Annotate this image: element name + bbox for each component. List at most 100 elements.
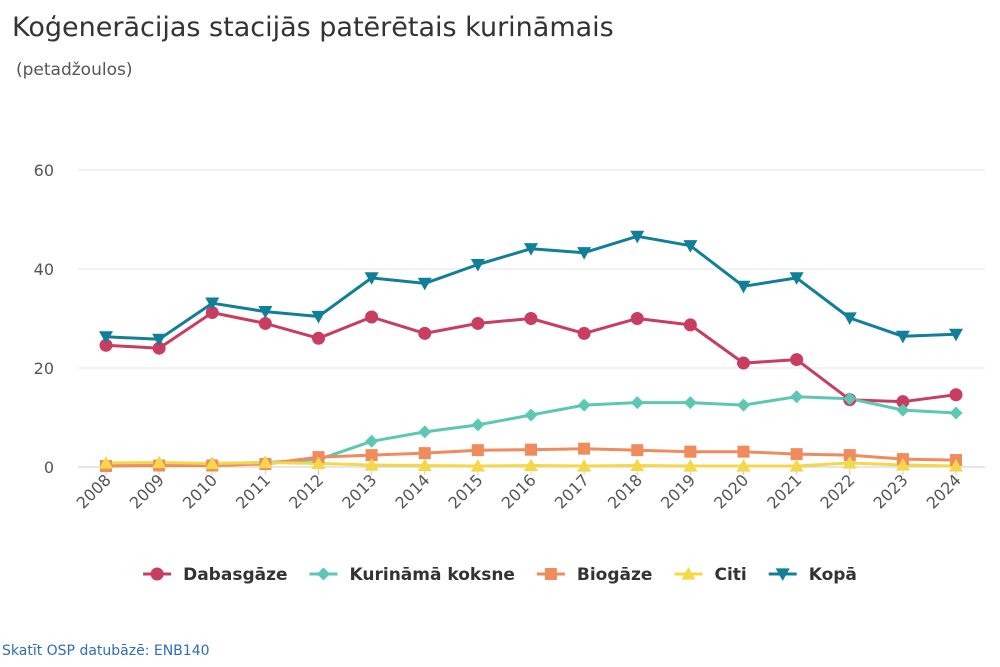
chart-title: Koģenerācijas stacijās patērētais kurinā… [12, 12, 614, 43]
legend-label: Citi [715, 565, 747, 585]
series-0-line [104, 311, 958, 404]
series-3-point [630, 458, 645, 472]
legend-label: Biogāze [577, 565, 653, 585]
series-2-point [418, 447, 431, 460]
x-tick-label: 2008 [73, 470, 115, 512]
series-4-point [789, 272, 804, 285]
x-tick-label: 2013 [338, 470, 380, 512]
x-tick-label: 2017 [551, 470, 593, 512]
series-4-point [949, 328, 963, 342]
series-3-point [99, 456, 113, 469]
gridlines [78, 169, 985, 369]
series-0-point [205, 306, 219, 320]
series-2-point [578, 442, 591, 455]
x-tick-label: 2010 [179, 470, 221, 512]
series-0-point [577, 326, 591, 340]
series-4-point [736, 280, 751, 294]
series-3-point [895, 458, 910, 471]
series-2-point [471, 444, 484, 457]
series-1-point [365, 434, 379, 448]
series-1-point [683, 396, 697, 410]
series-0-point [896, 395, 910, 409]
x-tick-label: 2020 [710, 470, 752, 512]
series-0-point [790, 353, 804, 367]
series-3-point [152, 455, 167, 469]
legend-label: Kopā [809, 565, 857, 585]
series-4-point [205, 297, 220, 311]
series-0-point [630, 312, 644, 325]
series-2-point [631, 444, 644, 457]
series-1-point [790, 390, 804, 404]
x-tick-label: 2019 [657, 470, 699, 512]
database-link[interactable]: Skatīt OSP datubāzē: ENB140 [2, 643, 210, 659]
x-tick-label: 2016 [498, 470, 540, 512]
series-0-point [152, 341, 166, 355]
legend-item[interactable]: Biogāze [536, 565, 653, 585]
legend-item[interactable]: Citi [674, 565, 747, 585]
legend-marker [317, 567, 330, 581]
series-3-point [577, 459, 592, 472]
series-1-point [471, 418, 485, 432]
series-0-point [312, 331, 325, 345]
x-tick-label: 2014 [391, 470, 433, 512]
series-3-point [205, 456, 220, 470]
series-3-point [364, 458, 379, 471]
series-1-point [630, 396, 644, 410]
series-1-point [949, 406, 963, 420]
series-4-point [630, 230, 645, 244]
y-tick-label: 0 [44, 458, 54, 477]
series-4-point [417, 277, 432, 291]
x-tick-label: 2012 [285, 470, 327, 512]
series-4-point [683, 240, 698, 253]
series-0-point [365, 310, 379, 324]
y-tick-label: 60 [34, 161, 54, 180]
legend-label: Kurināmā koksne [350, 565, 515, 585]
series-0-point [258, 316, 272, 330]
series-4-point [152, 333, 167, 347]
legend[interactable]: Dabasgāze Kurināmā koksne Biogāze Citi Kopā [143, 565, 857, 585]
series-2-point [365, 449, 378, 462]
series-3-point [683, 459, 698, 472]
series-2-point [684, 445, 697, 458]
chart-subtitle: (petadžoulos) [16, 60, 133, 80]
x-tick-label: 2009 [126, 470, 168, 512]
series-1-point [843, 392, 857, 406]
series-lines [104, 234, 958, 468]
series-3-point [949, 459, 963, 472]
series-4-point [842, 312, 857, 326]
series-3-point [524, 458, 538, 472]
series-1-point [577, 398, 591, 412]
series-2-point [790, 448, 803, 461]
series-1-point [737, 398, 750, 412]
legend-marker [544, 568, 557, 580]
legend-item[interactable]: Kopā [768, 565, 857, 585]
series-0-point [524, 312, 538, 325]
series-1-point [418, 425, 432, 439]
series-4-point [311, 310, 326, 324]
series-2-point [525, 443, 537, 456]
series-4-point [364, 272, 379, 285]
legend-marker [775, 568, 790, 581]
series-4-point [470, 258, 485, 272]
series-0-point [471, 316, 485, 330]
series-4-point [577, 247, 592, 260]
x-tick-label: 2015 [444, 470, 486, 512]
series-4-point [895, 330, 910, 344]
legend-item[interactable]: Dabasgāze [143, 565, 288, 585]
legend-label: Dabasgāze [183, 565, 287, 585]
series-4-point [99, 331, 113, 344]
y-tick-label: 20 [34, 359, 54, 378]
series-markers [99, 230, 963, 473]
series-0-point [99, 338, 113, 352]
series-0-point [418, 326, 432, 340]
series-3-point [417, 458, 432, 472]
legend-item[interactable]: Kurināmā koksne [309, 565, 515, 585]
series-3-point [736, 459, 751, 472]
series-2-point [843, 449, 856, 462]
series-0-point [949, 388, 963, 402]
series-3-point [258, 455, 273, 469]
y-tick-label: 40 [34, 260, 54, 279]
legend-marker [150, 567, 164, 581]
series-3-point [842, 456, 857, 469]
